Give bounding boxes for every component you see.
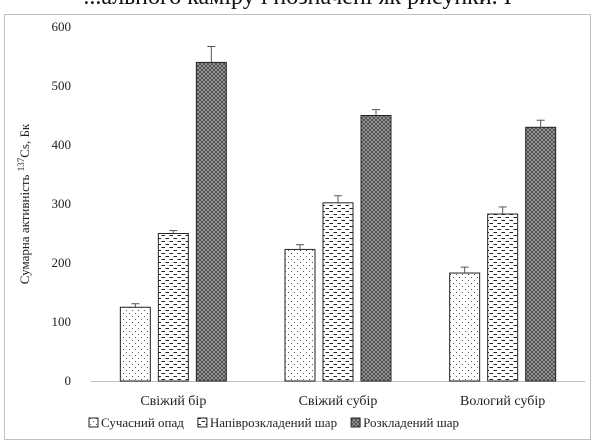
- bar-dashes: [487, 213, 519, 382]
- y-tick-label: 100: [52, 314, 72, 329]
- legend-label: Напіврозкладений шар: [210, 415, 337, 430]
- bar-dots: [449, 272, 481, 382]
- legend-swatch-dense: [350, 417, 361, 428]
- x-category-label: Вологий субір: [460, 394, 545, 409]
- legend: Сучасний опад Напіврозкладений шар Розклад…: [88, 415, 459, 430]
- x-category-label: Свіжий бір: [140, 394, 206, 409]
- y-tick-label: 300: [52, 196, 72, 211]
- bar-dots: [284, 248, 316, 382]
- legend-swatch-dashes: [197, 417, 208, 428]
- y-tick-label: 500: [52, 78, 72, 93]
- labels-layer: 0 100 200 300 400 500 600 Сумарна активність 13…: [16, 19, 545, 409]
- y-tick-label: 400: [52, 137, 72, 152]
- legend-label: Сучасний опад: [101, 415, 184, 430]
- bar-dots: [119, 306, 151, 382]
- y-tick-label: 0: [65, 373, 72, 388]
- bar-dashes: [157, 233, 189, 382]
- bar-dense: [360, 115, 392, 382]
- y-tick-label: 200: [52, 255, 72, 270]
- chart-frame: 0 100 200 300 400 500 600 Сумарна активність 13…: [4, 14, 591, 440]
- bar-chart: 0 100 200 300 400 500 600 Сумарна активність 13…: [16, 19, 585, 430]
- y-axis-label: Сумарна активність 137Cs, Бк: [16, 123, 32, 284]
- legend-swatch-dots: [88, 417, 99, 428]
- y-tick-label: 600: [52, 19, 72, 34]
- document-text-above: ...ального каміру і позначені як рисунки…: [0, 0, 595, 11]
- x-category-label: Свіжий субір: [299, 394, 378, 409]
- bar-dashes: [322, 202, 354, 382]
- legend-label: Розкладений шар: [363, 415, 459, 430]
- bars-layer: [119, 45, 557, 382]
- bar-dense: [525, 126, 557, 382]
- bar-dense: [195, 61, 227, 382]
